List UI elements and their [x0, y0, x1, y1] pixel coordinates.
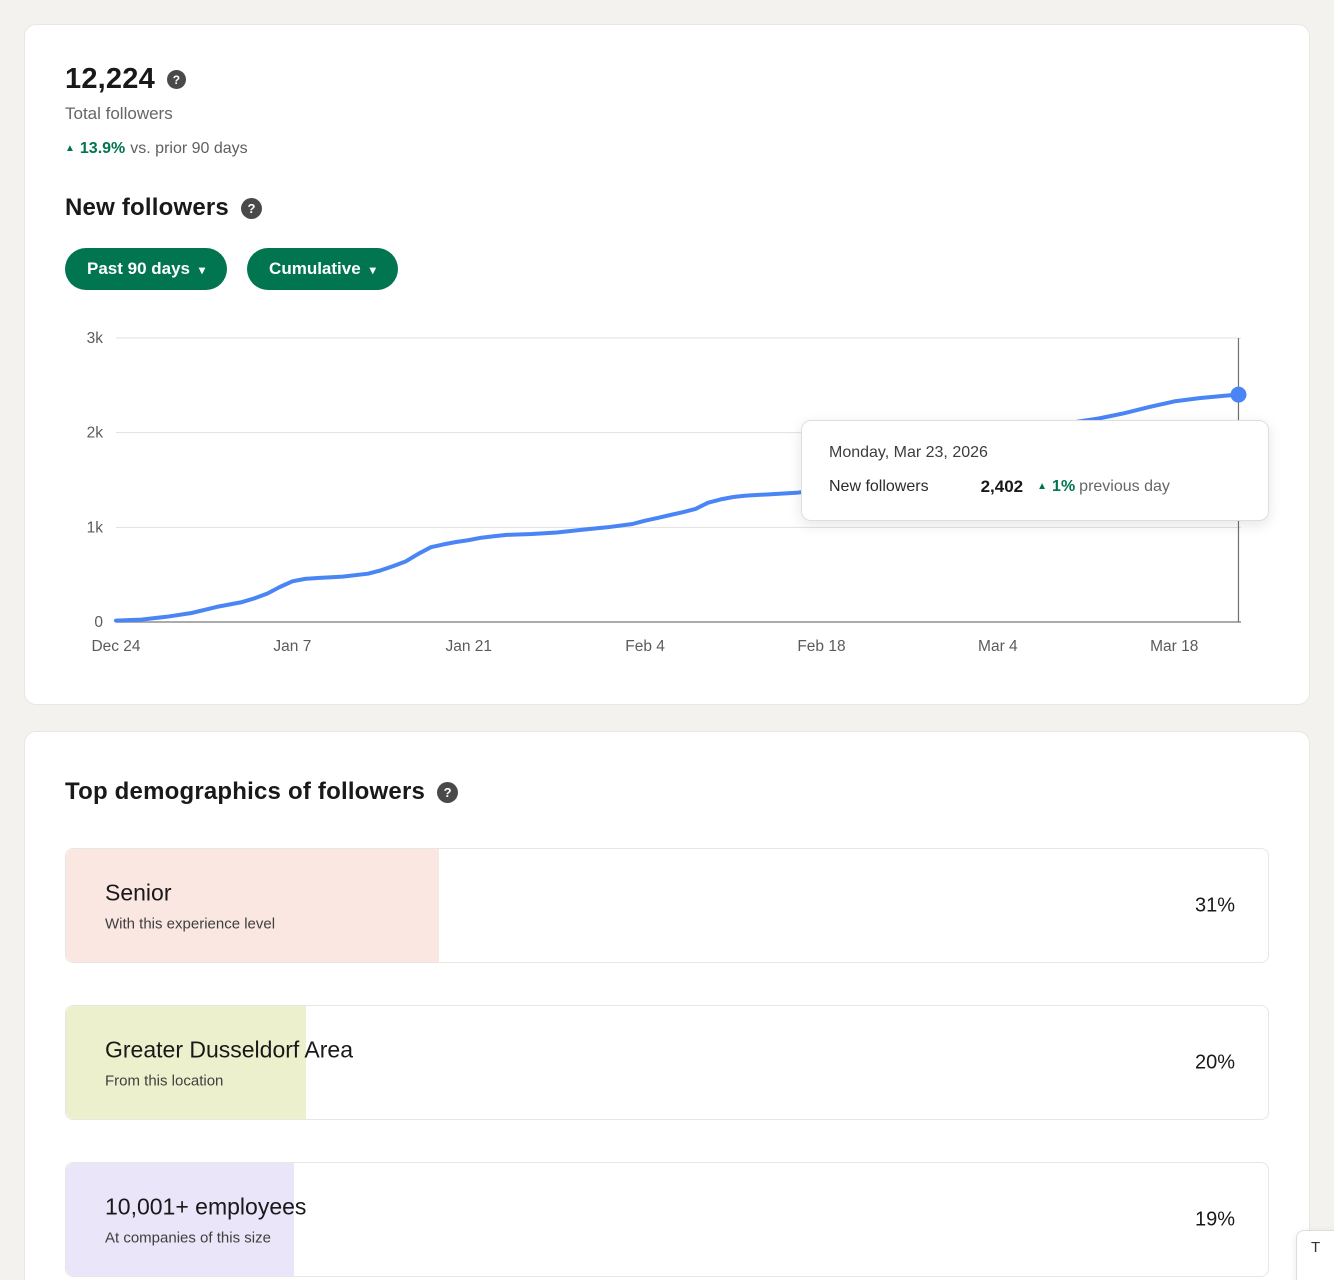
demographic-row-bar-2	[66, 1163, 295, 1276]
tooltip-value: 2,402	[980, 477, 1024, 496]
svg-text:0: 0	[94, 614, 103, 631]
demographic-percent: 31%	[1194, 894, 1235, 916]
date-range-dropdown[interactable]: Past 90 days ▾	[65, 248, 228, 290]
demographics-card: Top demographics of followers ? Senior W…	[24, 731, 1310, 1280]
new-followers-header: New followers ?	[65, 194, 1269, 222]
svg-text:Feb 18: Feb 18	[797, 638, 845, 655]
demographic-sublabel: At companies of this size	[105, 1229, 271, 1246]
edge-peek-label: T	[1311, 1239, 1321, 1256]
demographic-row: Greater Dusseldorf Area From this locati…	[65, 1005, 1269, 1120]
chevron-down-icon: ▾	[199, 263, 206, 277]
demographic-percent: 19%	[1194, 1208, 1235, 1230]
followers-delta: ▲ 13.9% vs. prior 90 days	[65, 140, 1269, 158]
tooltip-delta-suffix: previous day	[1079, 478, 1170, 495]
total-followers-label: Total followers	[65, 104, 173, 123]
demographic-label: Greater Dusseldorf Area	[105, 1036, 354, 1062]
edge-peek-button[interactable]: T	[1296, 1230, 1334, 1280]
svg-text:1k: 1k	[87, 519, 104, 536]
chart-filters: Past 90 days ▾ Cumulative ▾	[65, 248, 1269, 290]
svg-text:Mar 4: Mar 4	[978, 638, 1018, 655]
new-followers-title: New followers	[65, 194, 229, 221]
followers-summary-card: 12,224 ? Total followers ▲ 13.9% vs. pri…	[24, 24, 1310, 705]
demographics-title: Top demographics of followers	[65, 778, 426, 805]
demographic-percent: 20%	[1194, 1051, 1235, 1073]
svg-text:Jan 7: Jan 7	[273, 638, 311, 655]
triangle-up-icon: ▲	[1037, 481, 1048, 492]
date-range-label: Past 90 days	[87, 259, 191, 278]
help-icon[interactable]: ?	[240, 197, 262, 219]
demographic-row: 10,001+ employees At companies of this s…	[65, 1162, 1269, 1277]
tooltip-date: Monday, Mar 23, 2026	[829, 444, 988, 461]
demographic-row-bar-0	[66, 849, 439, 962]
chart-tooltip: Monday, Mar 23, 2026 New followers 2,402…	[801, 420, 1269, 521]
demographics-rows: Senior With this experience level 31% Gr…	[65, 848, 1269, 1277]
svg-text:2k: 2k	[87, 425, 104, 442]
delta-suffix: vs. prior 90 days	[130, 140, 248, 157]
demographic-sublabel: With this experience level	[105, 915, 276, 932]
svg-text:Jan 21: Jan 21	[445, 638, 492, 655]
demographic-row-text: Greater Dusseldorf Area From this locati…	[105, 1036, 353, 1089]
demographics-header: Top demographics of followers ?	[65, 778, 1269, 806]
svg-text:Feb 4: Feb 4	[625, 638, 665, 655]
help-icon[interactable]: ?	[166, 70, 186, 89]
demographic-sublabel: From this location	[105, 1072, 224, 1089]
tooltip-value-row: New followers 2,402 ▲ 1% previous day	[829, 477, 1241, 497]
triangle-up-icon: ▲	[65, 143, 75, 154]
metric-type-label: Cumulative	[269, 259, 361, 278]
demographic-row-bar-1	[66, 1006, 307, 1119]
new-followers-chart[interactable]: 3k 2k 1k 0 Dec 24 Jan 7 Jan 21 Feb 4 Feb 18 Mar 4…	[65, 326, 1269, 658]
total-followers-row: 12,224 ?	[65, 63, 1269, 96]
svg-text:3k: 3k	[87, 330, 104, 347]
total-followers-value: 12,224	[65, 63, 155, 95]
demographic-row-text: 10,001+ employees At companies of this s…	[105, 1193, 306, 1246]
tooltip-label: New followers	[829, 478, 929, 495]
tooltip-delta-percent: 1%	[1052, 478, 1076, 495]
demographic-label: Senior	[105, 879, 172, 905]
delta-percent: 13.9%	[79, 140, 126, 157]
demographic-row-text: Senior With this experience level	[105, 879, 275, 932]
metric-type-dropdown[interactable]: Cumulative ▾	[247, 248, 398, 290]
svg-text:Mar 18: Mar 18	[1150, 638, 1198, 655]
help-icon[interactable]: ?	[437, 781, 459, 803]
tooltip-delta: ▲ 1%	[1037, 478, 1075, 496]
demographic-row: Senior With this experience level 31%	[65, 848, 1269, 963]
chevron-down-icon: ▾	[369, 263, 376, 277]
demographic-label: 10,001+ employees	[105, 1193, 307, 1219]
svg-text:Dec 24: Dec 24	[91, 638, 140, 655]
